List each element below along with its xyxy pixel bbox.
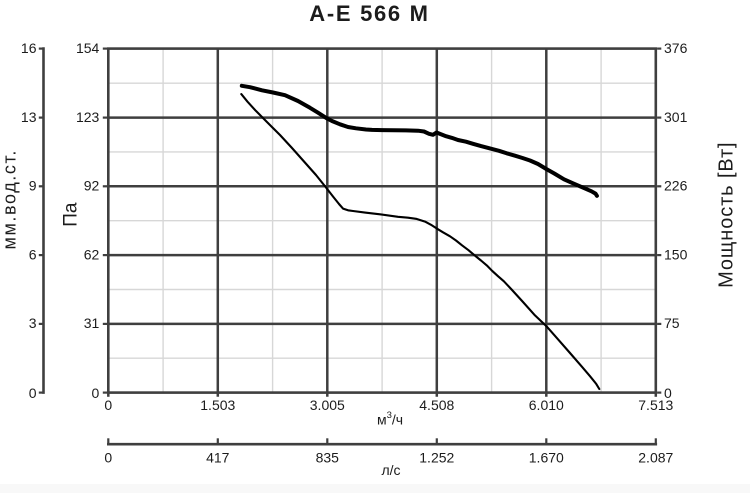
svg-text:0: 0 [104,397,112,413]
svg-text:835: 835 [316,450,340,466]
svg-text:1.503: 1.503 [200,397,235,413]
svg-text:3.005: 3.005 [310,397,345,413]
svg-text:3: 3 [29,315,37,331]
svg-text:л/с: л/с [382,462,401,478]
svg-text:мм.вод.ст.: мм.вод.ст. [0,149,20,249]
svg-text:150: 150 [664,246,688,262]
svg-text:7.513: 7.513 [638,397,673,413]
svg-text:31: 31 [84,315,100,331]
svg-text:226: 226 [664,178,688,194]
svg-text:13: 13 [21,109,37,125]
svg-text:м3/ч: м3/ч [377,410,403,427]
svg-text:1.670: 1.670 [529,450,564,466]
svg-text:A-E 566 M: A-E 566 M [309,1,429,26]
svg-text:0: 0 [29,385,37,401]
svg-text:0: 0 [664,385,672,401]
svg-text:301: 301 [664,109,688,125]
svg-text:0: 0 [104,450,112,466]
svg-text:1.252: 1.252 [419,450,454,466]
svg-text:376: 376 [664,40,688,56]
svg-text:0: 0 [92,385,100,401]
svg-text:9: 9 [29,178,37,194]
svg-text:123: 123 [76,109,100,125]
svg-text:2.087: 2.087 [638,450,673,466]
svg-text:6: 6 [29,246,37,262]
svg-text:6.010: 6.010 [529,397,564,413]
svg-text:154: 154 [76,40,100,56]
svg-text:Мощность [Вт]: Мощность [Вт] [716,141,738,287]
svg-text:62: 62 [84,246,100,262]
svg-text:75: 75 [664,315,680,331]
svg-text:4.508: 4.508 [419,397,454,413]
svg-text:92: 92 [84,178,100,194]
svg-text:16: 16 [21,40,37,56]
svg-text:Па: Па [61,202,82,227]
svg-text:417: 417 [206,450,230,466]
